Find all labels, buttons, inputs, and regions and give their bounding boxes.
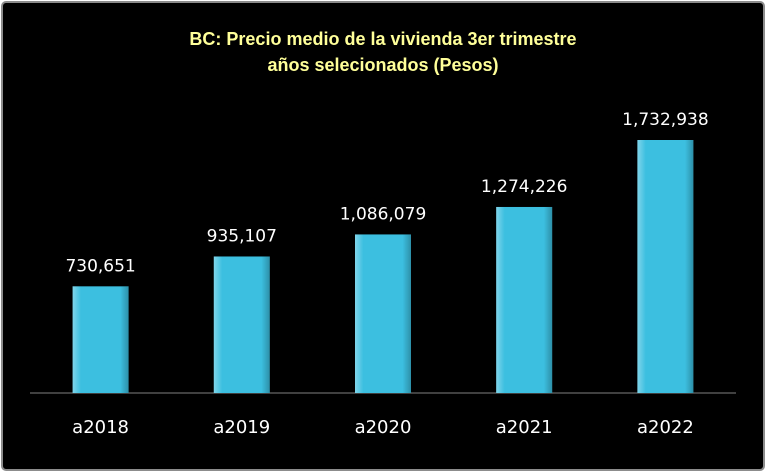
x-tick-label: a2020 xyxy=(355,417,412,438)
bar-shade xyxy=(637,140,694,393)
value-label: 1,086,079 xyxy=(340,204,427,224)
chart-title: BC: Precio medio de la vivienda 3er trim… xyxy=(189,29,576,49)
value-label: 1,274,226 xyxy=(481,177,568,197)
value-label: 1,732,938 xyxy=(622,110,709,130)
x-tick-label: a2022 xyxy=(637,417,694,438)
x-tick-label: a2021 xyxy=(496,417,553,438)
value-label: 730,651 xyxy=(65,256,135,276)
bar-shade xyxy=(496,206,553,393)
x-tick-label: a2019 xyxy=(213,417,270,438)
bar-shade xyxy=(355,234,411,393)
value-label: 935,107 xyxy=(207,226,277,246)
bar-shade xyxy=(213,256,270,393)
bar-shade xyxy=(72,286,129,393)
x-tick-label: a2018 xyxy=(72,417,129,438)
chart-subtitle: años selecionados (Pesos) xyxy=(267,55,498,75)
